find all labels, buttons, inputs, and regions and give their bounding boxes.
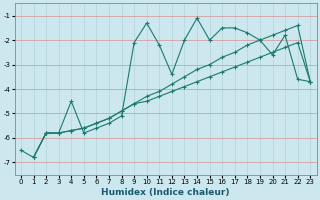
X-axis label: Humidex (Indice chaleur): Humidex (Indice chaleur) [101,188,230,197]
